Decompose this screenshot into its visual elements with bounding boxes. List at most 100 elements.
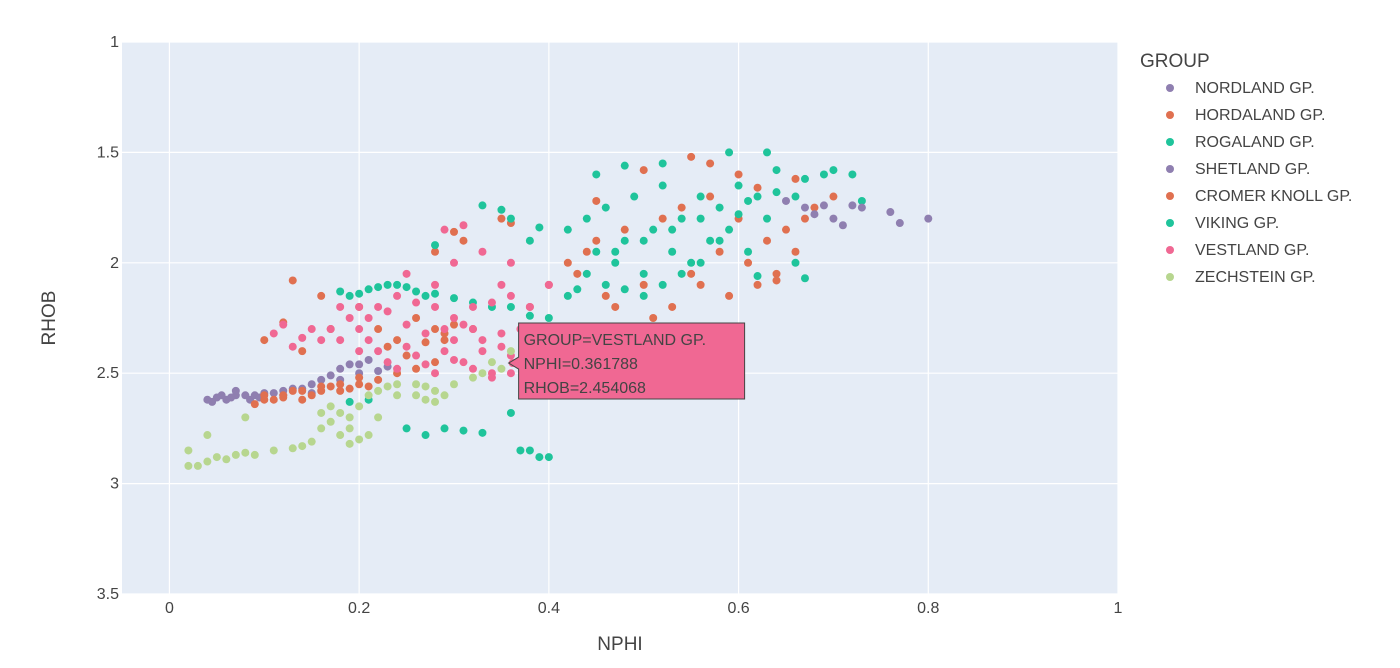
legend-item-label[interactable]: HORDALAND GP. — [1195, 107, 1325, 124]
data-point[interactable] — [374, 386, 383, 395]
data-point[interactable] — [374, 413, 383, 422]
data-point[interactable] — [217, 391, 226, 400]
data-point[interactable] — [421, 382, 430, 391]
data-point[interactable] — [658, 181, 667, 190]
data-point[interactable] — [298, 442, 307, 451]
data-point[interactable] — [402, 342, 411, 351]
data-point[interactable] — [601, 291, 610, 300]
data-point[interactable] — [317, 424, 326, 433]
data-point[interactable] — [345, 413, 354, 422]
data-point[interactable] — [611, 247, 620, 256]
data-point[interactable] — [706, 159, 715, 168]
data-point[interactable] — [279, 393, 288, 402]
data-point[interactable] — [355, 302, 364, 311]
data-point[interactable] — [440, 347, 449, 356]
data-point[interactable] — [440, 225, 449, 234]
legend-item-label[interactable]: NORDLAND GP. — [1195, 80, 1315, 97]
data-point[interactable] — [298, 333, 307, 342]
data-point[interactable] — [848, 201, 857, 210]
data-point[interactable] — [573, 285, 582, 294]
data-point[interactable] — [497, 342, 506, 351]
data-point[interactable] — [355, 347, 364, 356]
data-point[interactable] — [431, 358, 440, 367]
data-point[interactable] — [487, 373, 496, 382]
data-point[interactable] — [753, 280, 762, 289]
data-point[interactable] — [895, 219, 904, 228]
data-point[interactable] — [810, 210, 819, 219]
data-point[interactable] — [639, 269, 648, 278]
data-point[interactable] — [611, 302, 620, 311]
data-point[interactable] — [450, 314, 458, 322]
data-point[interactable] — [336, 302, 345, 311]
data-point[interactable] — [412, 380, 421, 389]
data-point[interactable] — [819, 170, 828, 179]
data-point[interactable] — [364, 382, 373, 391]
data-point[interactable] — [450, 294, 458, 303]
data-point[interactable] — [440, 325, 449, 334]
data-point[interactable] — [478, 336, 487, 345]
data-point[interactable] — [696, 258, 705, 267]
data-point[interactable] — [459, 320, 468, 329]
data-point[interactable] — [412, 364, 421, 373]
data-point[interactable] — [345, 314, 354, 322]
data-point[interactable] — [763, 236, 772, 245]
data-point[interactable] — [421, 395, 430, 404]
data-point[interactable] — [402, 424, 411, 433]
data-point[interactable] — [345, 439, 354, 448]
data-point[interactable] — [326, 402, 335, 411]
data-point[interactable] — [326, 417, 335, 426]
data-point[interactable] — [668, 225, 677, 234]
data-point[interactable] — [478, 347, 487, 356]
data-point[interactable] — [241, 413, 250, 422]
data-point[interactable] — [791, 258, 800, 267]
data-point[interactable] — [383, 358, 392, 367]
data-point[interactable] — [497, 364, 506, 373]
data-point[interactable] — [383, 382, 392, 391]
data-point[interactable] — [857, 203, 866, 212]
data-point[interactable] — [744, 196, 753, 205]
data-point[interactable] — [620, 236, 629, 245]
data-point[interactable] — [800, 174, 809, 183]
data-point[interactable] — [706, 236, 715, 245]
data-point[interactable] — [535, 223, 544, 232]
data-point[interactable] — [668, 247, 677, 256]
data-point[interactable] — [838, 221, 847, 230]
data-point[interactable] — [383, 280, 392, 289]
data-point[interactable] — [592, 196, 601, 205]
data-point[interactable] — [772, 269, 781, 278]
data-point[interactable] — [402, 269, 411, 278]
data-point[interactable] — [355, 380, 364, 389]
data-point[interactable] — [658, 159, 667, 168]
data-point[interactable] — [563, 291, 572, 300]
data-point[interactable] — [782, 225, 790, 234]
data-point[interactable] — [364, 431, 373, 440]
data-point[interactable] — [668, 302, 677, 311]
data-point[interactable] — [298, 386, 307, 395]
data-point[interactable] — [459, 236, 468, 245]
data-point[interactable] — [829, 192, 838, 201]
data-point[interactable] — [772, 276, 781, 285]
data-point[interactable] — [355, 402, 364, 411]
data-point[interactable] — [497, 329, 506, 338]
data-point[interactable] — [307, 380, 316, 389]
data-point[interactable] — [592, 236, 601, 245]
data-point[interactable] — [260, 395, 269, 404]
data-point[interactable] — [345, 291, 354, 300]
data-point[interactable] — [658, 280, 667, 289]
data-point[interactable] — [753, 192, 762, 201]
data-point[interactable] — [763, 148, 772, 157]
data-point[interactable] — [431, 241, 440, 250]
data-point[interactable] — [649, 225, 658, 234]
data-point[interactable] — [725, 148, 734, 157]
data-point[interactable] — [639, 291, 648, 300]
data-point[interactable] — [307, 325, 316, 334]
data-point[interactable] — [431, 386, 440, 395]
data-point[interactable] — [231, 386, 240, 395]
data-point[interactable] — [592, 170, 601, 179]
data-point[interactable] — [317, 375, 326, 384]
data-point[interactable] — [535, 453, 544, 462]
legend-item-label[interactable]: CROMER KNOLL GP. — [1195, 188, 1352, 205]
data-point[interactable] — [478, 201, 487, 210]
data-point[interactable] — [326, 371, 335, 380]
data-point[interactable] — [706, 192, 715, 201]
